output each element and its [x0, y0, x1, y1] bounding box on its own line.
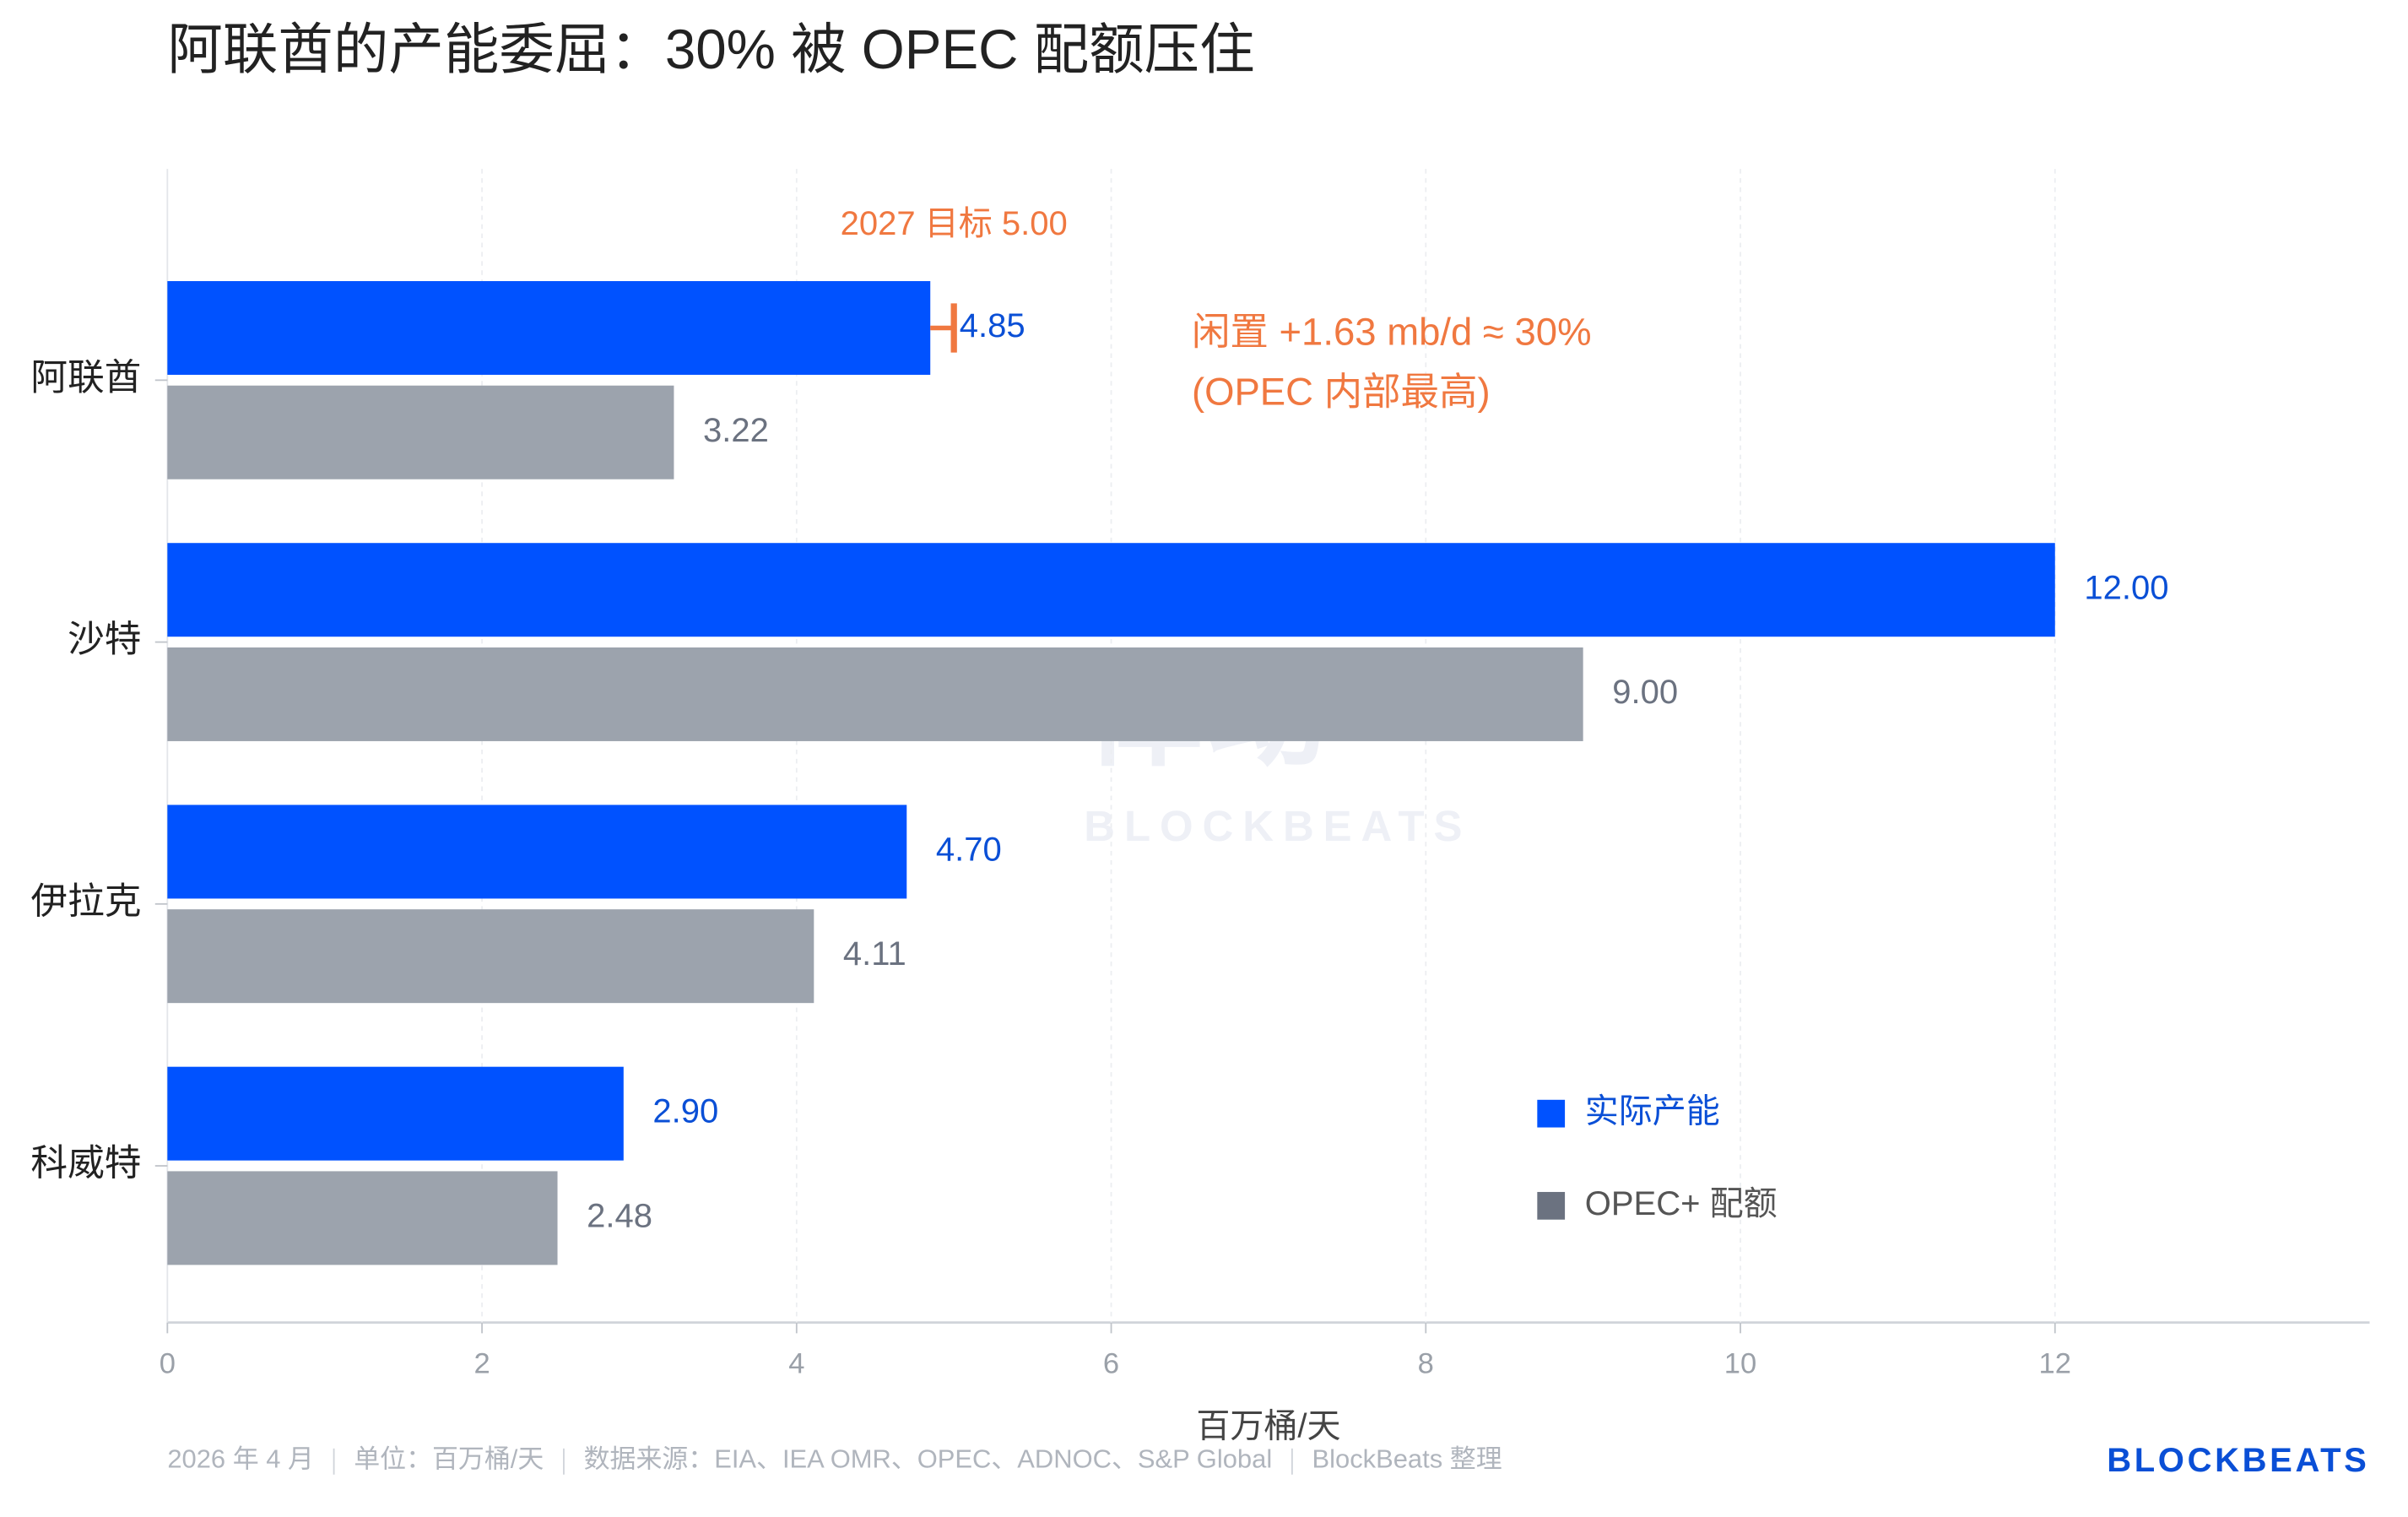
y-tick-label: 阿联酋 — [30, 357, 141, 398]
value-label: 9.00 — [1612, 674, 1678, 711]
bar — [167, 909, 814, 1004]
chart-title: 阿联酋的产能委屈：30% 被 OPEC 配额压住 — [167, 19, 1254, 80]
legend-marker — [1537, 1191, 1566, 1220]
legend-label: 实际产能 — [1585, 1093, 1720, 1130]
watermark: BLOCKBEATS — [1084, 802, 1471, 850]
y-tick-label: 科威特 — [30, 1143, 141, 1184]
x-tick-label: 12 — [2039, 1348, 2071, 1380]
bar — [167, 543, 2055, 637]
bar — [167, 805, 907, 899]
legend-label: OPEC+ 配额 — [1585, 1185, 1778, 1222]
bar — [167, 1171, 558, 1265]
x-tick-label: 10 — [1724, 1348, 1756, 1380]
x-tick-label: 2 — [473, 1348, 490, 1380]
footer-text: BlockBeats 整理 — [1312, 1444, 1502, 1474]
x-tick-label: 8 — [1418, 1348, 1434, 1380]
bar — [167, 1066, 624, 1161]
x-axis-label: 百万桶/天 — [1196, 1408, 1340, 1445]
value-label: 2.90 — [652, 1093, 718, 1130]
legend-marker — [1537, 1099, 1566, 1128]
footer-text: 2026 年 4 月 — [167, 1444, 314, 1474]
bar — [167, 280, 931, 375]
value-label: 12.00 — [2084, 569, 2168, 606]
footer-text: 数据来源：EIA、IEA OMR、OPEC、ADNOC、S&P Global — [584, 1444, 1273, 1474]
annotation: 闲置 +1.63 mb/d ≈ 30% — [1192, 311, 1592, 354]
y-tick-label: 沙特 — [68, 619, 141, 660]
annotation: 2027 目标 5.00 — [841, 205, 1068, 242]
x-tick-label: 0 — [160, 1348, 176, 1380]
footer-text: 单位：百万桶/天 — [354, 1444, 544, 1474]
x-tick-label: 4 — [788, 1348, 804, 1380]
bar — [167, 385, 674, 479]
bar — [167, 647, 1583, 741]
value-label: 3.22 — [703, 412, 769, 449]
value-label: 4.11 — [843, 935, 906, 973]
x-tick-label: 6 — [1103, 1348, 1119, 1380]
value-label: 2.48 — [587, 1197, 652, 1234]
brand: BLOCKBEATS — [2107, 1442, 2369, 1479]
y-tick-label: 伊拉克 — [30, 880, 141, 922]
value-label: 4.85 — [960, 307, 1025, 344]
value-label: 4.70 — [936, 832, 1002, 869]
annotation: (OPEC 内部最高) — [1192, 371, 1491, 414]
